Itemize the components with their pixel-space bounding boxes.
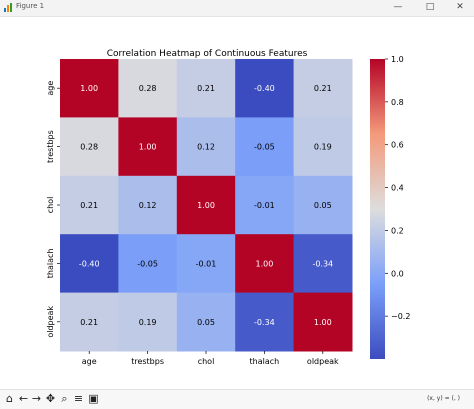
heatmap-cell-trestbps-chol — [176, 117, 236, 177]
heatmap-cell-trestbps-thalach — [235, 117, 295, 177]
heatmap-cell-age-oldpeak — [293, 59, 353, 118]
cell-label-age-oldpeak: 0.21 — [314, 84, 332, 93]
app-icon — [4, 3, 12, 12]
configure-subplots-icon[interactable]: ≡ — [73, 392, 84, 405]
figure-canvas: Correlation Heatmap of Continuous Featur… — [46, 49, 410, 366]
x-tick-label-thalach: thalach — [250, 357, 280, 366]
heatmap-cell-age-thalach — [235, 59, 295, 118]
y-tick-label-chol: chol — [46, 197, 55, 214]
cell-label-trestbps-chol: 0.12 — [197, 143, 215, 152]
colorbar-tick-label: 0.2 — [391, 226, 404, 235]
window-titlebar: Figure 1 — □ ✕ — [0, 0, 474, 17]
zoom-icon[interactable]: ⌕ — [61, 392, 68, 405]
cell-label-chol-age: 0.21 — [80, 201, 98, 210]
cell-label-thalach-thalach: 1.00 — [255, 259, 273, 268]
cell-label-trestbps-trestbps: 1.00 — [139, 143, 157, 152]
x-tick-label-age: age — [82, 357, 97, 366]
heatmap-cell-age-chol — [176, 59, 236, 118]
colorbar-ticks: −0.2 0.0 0.2 0.4 0.6 0.8 1.0 — [385, 55, 410, 321]
heatmap-cell-chol-age — [60, 175, 119, 235]
cursor-coordinates: (x, y) = (, ) — [427, 395, 460, 402]
pan-icon[interactable]: ✥ — [45, 392, 56, 405]
heatmap-cell-thalach-trestbps — [118, 234, 178, 294]
navigation-toolbar: ⌂ ← → ✥ ⌕ ≡ ▣ (x, y) = (, ) — [0, 389, 474, 409]
forward-arrow-icon[interactable]: → — [31, 392, 42, 405]
colorbar-tick-label: 0.6 — [391, 141, 404, 150]
cell-label-chol-trestbps: 0.12 — [139, 201, 157, 210]
cell-label-thalach-chol: -0.01 — [196, 259, 217, 268]
heatmap-cell-oldpeak-thalach — [235, 292, 295, 352]
heatmap-cell-oldpeak-oldpeak — [293, 292, 353, 352]
cell-label-oldpeak-oldpeak: 1.00 — [314, 318, 332, 327]
save-icon[interactable]: ▣ — [88, 392, 99, 405]
heatmap-cell-thalach-thalach — [235, 234, 295, 294]
window-title: Figure 1 — [16, 2, 45, 10]
cell-label-oldpeak-thalach: -0.34 — [254, 318, 275, 327]
heatmap-cell-thalach-age — [60, 234, 119, 294]
heatmap-cell-chol-chol — [176, 175, 236, 235]
y-tick-label-oldpeak: oldpeak — [46, 306, 55, 338]
x-tick-label-trestbps: trestbps — [131, 357, 164, 366]
colorbar-tick-label: 0.8 — [391, 98, 404, 107]
cell-label-age-thalach: -0.40 — [254, 84, 275, 93]
cell-label-thalach-trestbps: -0.05 — [137, 259, 158, 268]
heatmap-cell-chol-oldpeak — [293, 175, 353, 235]
close-button[interactable]: ✕ — [456, 2, 464, 12]
cell-label-oldpeak-age: 0.21 — [80, 318, 98, 327]
heatmap-cell-oldpeak-age — [60, 292, 119, 352]
cell-label-trestbps-thalach: -0.05 — [254, 143, 275, 152]
cell-label-trestbps-age: 0.28 — [80, 143, 98, 152]
colorbar-tick-label: 0.4 — [391, 184, 404, 193]
cell-label-chol-thalach: -0.01 — [254, 201, 275, 210]
y-tick-label-age: age — [46, 81, 55, 96]
y-tick-label-thalach: thalach — [46, 249, 55, 279]
heatmap-cell-oldpeak-trestbps — [118, 292, 178, 352]
y-tick-labels: age trestbps chol thalach oldpeak — [46, 81, 60, 338]
heatmap-cell-oldpeak-chol — [176, 292, 236, 352]
colorbar — [370, 59, 385, 359]
heatmap-cell-trestbps-age — [60, 117, 119, 177]
x-tick-label-oldpeak: oldpeak — [307, 357, 339, 366]
cell-label-age-trestbps: 0.28 — [139, 84, 157, 93]
heatmap-cell-thalach-chol — [176, 234, 236, 294]
cell-label-oldpeak-trestbps: 0.19 — [139, 318, 157, 327]
heatmap-cell-thalach-oldpeak — [293, 234, 353, 294]
y-tick-label-trestbps: trestbps — [46, 130, 55, 163]
home-icon[interactable]: ⌂ — [6, 392, 13, 405]
maximize-button[interactable]: □ — [425, 2, 435, 12]
x-tick-labels: age trestbps chol thalach oldpeak — [82, 351, 339, 366]
back-arrow-icon[interactable]: ← — [18, 392, 29, 405]
cell-label-chol-chol: 1.00 — [197, 201, 215, 210]
heatmap-cell-age-trestbps — [118, 59, 178, 118]
colorbar-tick-label: 0.0 — [391, 269, 404, 278]
cell-label-thalach-oldpeak: -0.34 — [312, 259, 333, 268]
cell-label-chol-oldpeak: 0.05 — [314, 201, 332, 210]
minimize-button[interactable]: — — [393, 2, 403, 12]
cell-label-oldpeak-chol: 0.05 — [197, 318, 215, 327]
x-tick-label-chol: chol — [198, 357, 215, 366]
heatmap-cell-trestbps-trestbps — [118, 117, 178, 177]
chart-title: Correlation Heatmap of Continuous Featur… — [107, 49, 308, 59]
heatmap-cells: 1.00 0.28 0.21 -0.40 0.21 0.28 1.00 0.12 -0.05 0.… — [60, 59, 353, 352]
colorbar-tick-label: −0.2 — [391, 312, 410, 321]
heatmap-cell-chol-thalach — [235, 175, 295, 235]
cell-label-age-age: 1.00 — [80, 84, 98, 93]
cell-label-age-chol: 0.21 — [197, 84, 215, 93]
heatmap-cell-trestbps-oldpeak — [293, 117, 353, 177]
heatmap-cell-chol-trestbps — [118, 175, 178, 235]
cell-label-thalach-age: -0.40 — [79, 259, 100, 268]
heatmap-cell-age-age — [60, 59, 119, 118]
colorbar-tick-label: 1.0 — [391, 55, 404, 64]
cell-label-trestbps-oldpeak: 0.19 — [314, 143, 332, 152]
